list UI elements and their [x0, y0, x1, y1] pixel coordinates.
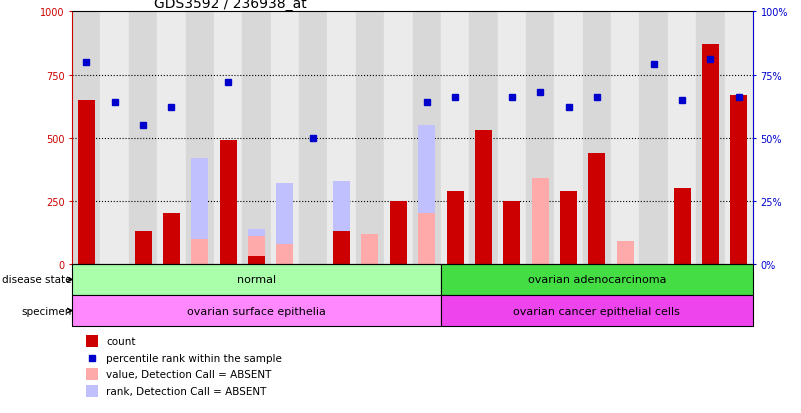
Bar: [441, 295, 753, 326]
Bar: [135, 232, 151, 264]
Bar: [186, 12, 214, 264]
Bar: [725, 12, 753, 264]
Bar: [560, 191, 577, 264]
Bar: [276, 244, 293, 264]
Bar: [674, 189, 690, 264]
Bar: [526, 12, 554, 264]
Text: ovarian cancer epithelial cells: ovarian cancer epithelial cells: [513, 306, 680, 316]
Text: ovarian surface epithelia: ovarian surface epithelia: [187, 306, 326, 316]
Bar: [696, 12, 725, 264]
Bar: [441, 12, 469, 264]
Bar: [248, 229, 265, 264]
Bar: [328, 12, 356, 264]
Bar: [157, 12, 186, 264]
Text: value, Detection Call = ABSENT: value, Detection Call = ABSENT: [106, 369, 272, 379]
Bar: [418, 214, 435, 264]
Bar: [72, 264, 441, 295]
Bar: [731, 95, 747, 264]
Bar: [356, 12, 384, 264]
Bar: [668, 12, 696, 264]
Bar: [702, 45, 719, 264]
Bar: [582, 12, 611, 264]
Bar: [248, 257, 265, 264]
Bar: [361, 234, 378, 264]
Bar: [384, 12, 413, 264]
Text: percentile rank within the sample: percentile rank within the sample: [106, 353, 282, 363]
Bar: [639, 12, 668, 264]
Bar: [214, 12, 242, 264]
Bar: [589, 196, 606, 264]
Text: disease state: disease state: [2, 275, 71, 285]
Bar: [617, 242, 634, 264]
Bar: [191, 159, 208, 264]
Bar: [86, 368, 98, 380]
Bar: [532, 179, 549, 264]
Bar: [72, 12, 100, 264]
Text: GDS3592 / 236938_at: GDS3592 / 236938_at: [154, 0, 307, 12]
Bar: [469, 12, 497, 264]
Bar: [554, 12, 582, 264]
Bar: [219, 141, 236, 264]
Bar: [299, 12, 328, 264]
Bar: [242, 12, 271, 264]
Text: normal: normal: [237, 275, 276, 285]
Bar: [191, 239, 208, 264]
Bar: [441, 264, 753, 295]
Bar: [413, 12, 441, 264]
Bar: [475, 131, 492, 264]
Bar: [333, 232, 350, 264]
Bar: [390, 211, 407, 264]
Bar: [248, 237, 265, 264]
Bar: [276, 184, 293, 264]
Bar: [418, 126, 435, 264]
Bar: [333, 181, 350, 264]
Bar: [271, 12, 299, 264]
Bar: [497, 12, 526, 264]
Bar: [78, 101, 95, 264]
Text: ovarian adenocarcinoma: ovarian adenocarcinoma: [528, 275, 666, 285]
Bar: [333, 239, 350, 264]
Bar: [100, 12, 129, 264]
Bar: [86, 336, 98, 347]
Bar: [447, 191, 464, 264]
Bar: [72, 295, 441, 326]
Bar: [86, 385, 98, 396]
Bar: [163, 214, 180, 264]
Bar: [611, 12, 639, 264]
Text: count: count: [106, 337, 135, 347]
Text: specimen: specimen: [21, 306, 71, 316]
Text: rank, Detection Call = ABSENT: rank, Detection Call = ABSENT: [106, 386, 267, 396]
Bar: [503, 202, 521, 264]
Bar: [589, 154, 606, 264]
Bar: [390, 202, 407, 264]
Bar: [129, 12, 157, 264]
